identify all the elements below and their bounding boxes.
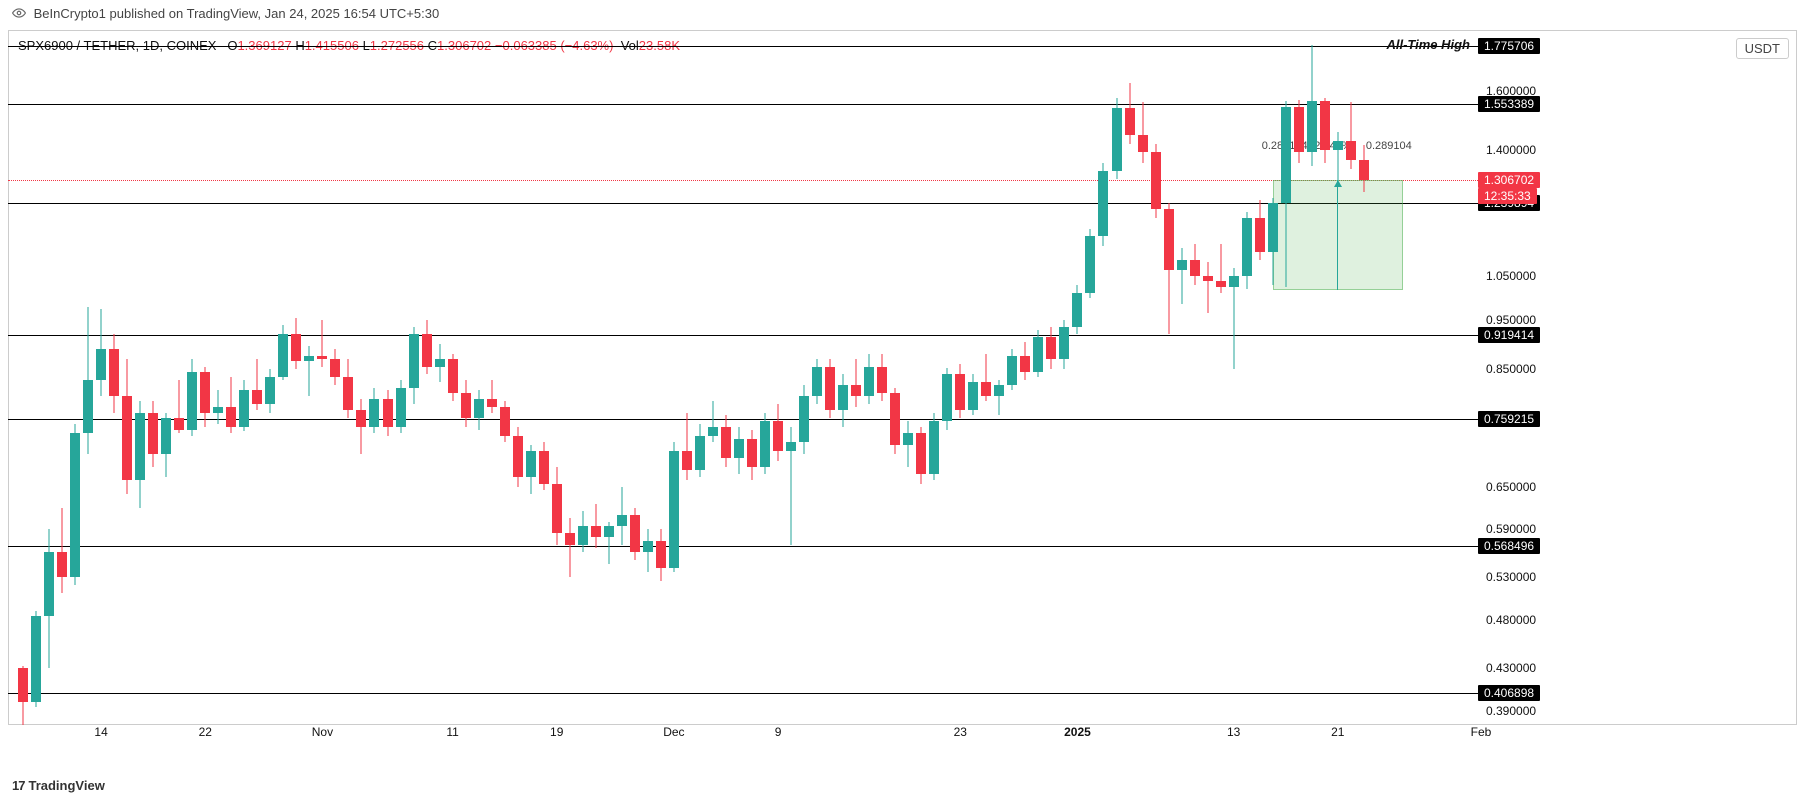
time-tick: 2025: [1064, 725, 1091, 739]
price-tick: 0.480000: [1486, 613, 1536, 627]
publisher-info: BeInCrypto1 published on TradingView, Ja…: [12, 6, 439, 21]
horizontal-level-line: [8, 546, 1478, 547]
chart-plot-area[interactable]: 0.289104 (28.41%)0.289104All-Time High: [8, 30, 1478, 725]
time-tick: 9: [775, 725, 782, 739]
time-tick: Nov: [312, 725, 333, 739]
all-time-high-label: All-Time High: [1386, 37, 1470, 52]
price-level-label: 1.306702: [1478, 172, 1540, 188]
eye-icon: [12, 6, 26, 20]
price-level-label: 1.775706: [1478, 38, 1540, 54]
price-tick: 0.950000: [1486, 313, 1536, 327]
horizontal-level-line: [8, 693, 1478, 694]
tradingview-logo-icon: 17: [12, 778, 24, 793]
time-tick: 23: [954, 725, 967, 739]
horizontal-level-line: [8, 104, 1478, 105]
current-price-line: [8, 180, 1478, 181]
price-level-label: 0.759215: [1478, 411, 1540, 427]
horizontal-level-line: [8, 203, 1478, 204]
price-tick: 1.050000: [1486, 269, 1536, 283]
price-tick: 0.590000: [1486, 522, 1536, 536]
time-tick: 14: [94, 725, 107, 739]
price-level-label: 1.553389: [1478, 96, 1540, 112]
measure-arrow-line: [1337, 180, 1338, 290]
price-level-label: 0.406898: [1478, 685, 1540, 701]
price-tick: 1.400000: [1486, 143, 1536, 157]
price-tick: 0.650000: [1486, 480, 1536, 494]
time-tick: 22: [199, 725, 212, 739]
price-tick: 0.390000: [1486, 704, 1536, 718]
measure-label-right: 0.289104: [1364, 140, 1414, 152]
price-tick: 0.430000: [1486, 661, 1536, 675]
publish-date: Jan 24, 2025 16:54 UTC+5:30: [265, 6, 440, 21]
countdown-label: 12:35:33: [1478, 188, 1537, 204]
time-tick: Feb: [1471, 725, 1492, 739]
horizontal-level-line: [8, 335, 1478, 336]
chart-container: BeInCrypto1 published on TradingView, Ja…: [0, 0, 1805, 803]
time-tick: Dec: [663, 725, 684, 739]
time-tick: 19: [550, 725, 563, 739]
price-tick: 0.850000: [1486, 362, 1536, 376]
horizontal-level-line: [8, 46, 1478, 47]
time-tick: 21: [1331, 725, 1344, 739]
price-level-label: 0.568496: [1478, 538, 1540, 554]
time-tick: 11: [446, 725, 458, 739]
price-level-label: 0.919414: [1478, 327, 1540, 343]
time-tick: 13: [1227, 725, 1240, 739]
time-axis[interactable]: 1422Nov1119Dec92320251321Feb: [8, 725, 1478, 743]
tradingview-footer: 17TradingView: [12, 778, 105, 793]
publisher-name: BeInCrypto1: [34, 6, 106, 21]
price-axis[interactable]: 1.6000001.4000001.0500000.9500000.850000…: [1478, 30, 1797, 725]
price-tick: 0.530000: [1486, 570, 1536, 584]
